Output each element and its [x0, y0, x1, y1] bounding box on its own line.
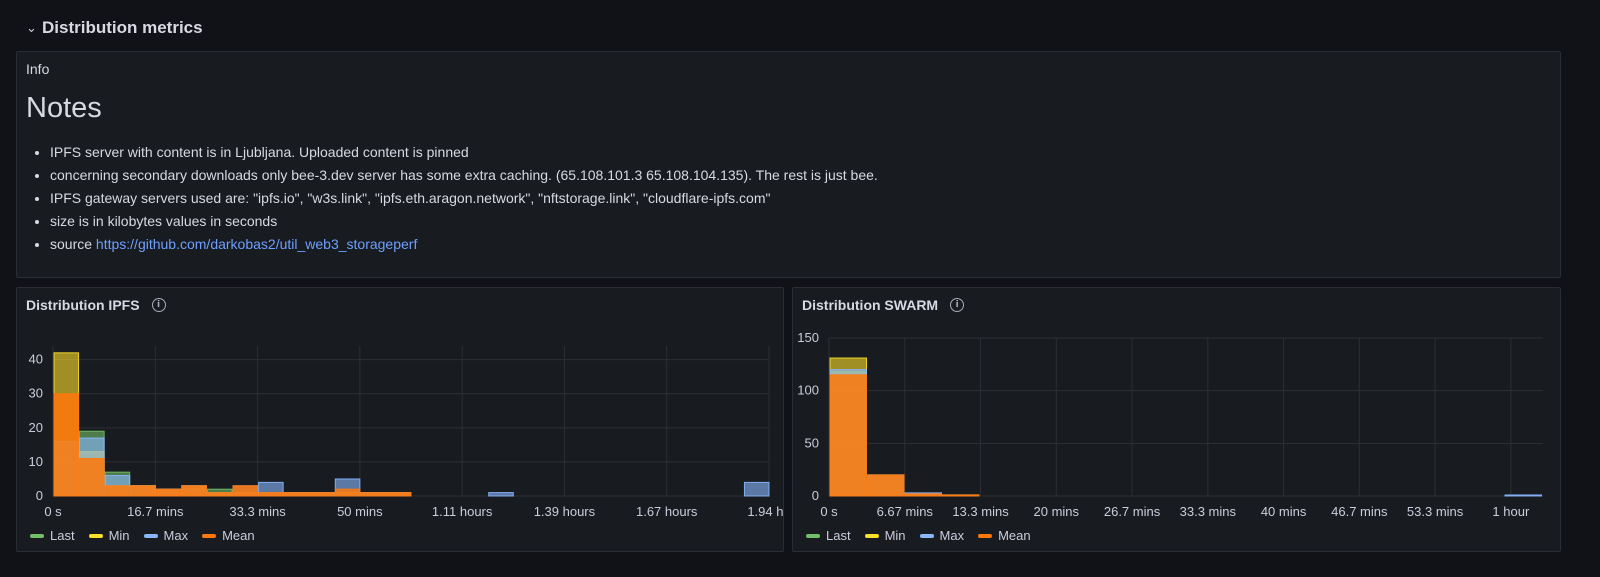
swarm-histogram: 0 s 6.67 mins 13.3 mins 20 mins 26.7 mins 33.…: [797, 330, 1543, 519]
bar-mean[interactable]: [258, 492, 284, 497]
info-icon[interactable]: i: [950, 298, 965, 312]
bar-mean[interactable]: [309, 492, 335, 497]
bar-mean[interactable]: [904, 493, 942, 497]
x-tick-label: 40 mins: [1261, 504, 1307, 519]
x-tick-label: 1.94 ho: [747, 504, 783, 519]
bar-max[interactable]: [743, 481, 770, 497]
chevron-down-icon: ⌄: [26, 20, 37, 35]
x-tick-label: 1.67 hours: [636, 504, 698, 519]
bar-mean[interactable]: [206, 492, 233, 497]
legend-label: Last: [50, 528, 75, 543]
bar-mean[interactable]: [385, 492, 412, 497]
list-item: concerning secondary downloads only bee-…: [50, 164, 878, 187]
y-tick-label: 0: [36, 488, 43, 503]
legend-item-min[interactable]: Min: [864, 528, 906, 543]
y-tick-label: 50: [805, 435, 819, 450]
source-link[interactable]: https://github.com/darkobas2/util_web3_s…: [95, 236, 418, 252]
list-item: IPFS server with content is in Ljubljana…: [50, 141, 878, 164]
list-item: size is in kilobytes values in seconds: [50, 210, 878, 233]
bar-max[interactable]: [1504, 494, 1542, 497]
legend-label: Max: [163, 528, 189, 543]
legend-item-max[interactable]: Max: [919, 528, 965, 543]
bar-mean[interactable]: [942, 494, 980, 497]
legend-swatch: [919, 533, 934, 538]
x-tick-label: 33.3 mins: [229, 504, 286, 519]
bar-mean[interactable]: [232, 485, 259, 497]
y-tick-label: 0: [812, 488, 819, 503]
legend-label: Min: [884, 528, 906, 543]
x-tick-label: 16.7 mins: [127, 504, 184, 519]
legend-item-max[interactable]: Max: [143, 528, 189, 543]
notes-list: IPFS server with content is in Ljubljana…: [26, 141, 878, 256]
list-item: source https://github.com/darkobas2/util…: [50, 233, 878, 256]
ipfs-panel-title: Distribution IPFS: [26, 297, 140, 313]
x-tick-label: 1.11 hours: [432, 504, 493, 519]
ipfs-panel: Distribution IPFS i 0 s 16.7 mins 33.3 min…: [16, 287, 784, 552]
bar-mean[interactable]: [360, 492, 386, 497]
swarm-panel: Distribution SWARM i 0 s 6.67 mins 13.3 mi…: [792, 287, 1561, 552]
bar-mean[interactable]: [181, 485, 207, 497]
x-tick-label: 0 s: [44, 504, 62, 519]
legend-swatch: [806, 533, 820, 538]
x-tick-label: 20 mins: [1034, 504, 1080, 519]
x-tick-label: 26.7 mins: [1104, 504, 1161, 519]
legend-swatch: [202, 533, 217, 538]
y-tick-label: 20: [29, 420, 43, 435]
legend-swatch: [88, 533, 103, 538]
bar-mean[interactable]: [155, 488, 182, 497]
legend-swatch: [978, 533, 993, 538]
row-title: Distribution metrics: [42, 18, 203, 37]
source-prefix: source: [50, 236, 96, 252]
x-tick-label: 53.3 mins: [1407, 504, 1464, 519]
y-tick-label: 30: [29, 386, 43, 401]
y-tick-label: 100: [797, 383, 819, 398]
legend-item-min[interactable]: Min: [88, 528, 130, 543]
legend-item-last[interactable]: Last: [806, 528, 851, 543]
list-item: IPFS gateway servers used are: "ipfs.io"…: [50, 187, 878, 210]
row-toggle[interactable]: ⌄ Distribution metrics: [26, 16, 203, 40]
legend-label: Mean: [222, 528, 255, 543]
bar-mean[interactable]: [130, 485, 156, 497]
bar-mean[interactable]: [53, 393, 80, 497]
bar-mean[interactable]: [867, 474, 905, 497]
legend: Last Min Max Mean: [30, 528, 255, 543]
bar-mean[interactable]: [334, 488, 361, 497]
x-tick-label: 46.7 mins: [1331, 504, 1388, 519]
bar-mean[interactable]: [283, 492, 310, 497]
y-tick-label: 10: [29, 454, 43, 469]
panel-title: Distribution IPFS i: [26, 297, 166, 313]
x-tick-label: 1 hour: [1492, 504, 1530, 519]
x-tick-label: 1.39 hours: [534, 504, 596, 519]
y-tick-label: 40: [29, 352, 43, 367]
info-panel: Info Notes IPFS server with content is i…: [16, 51, 1561, 278]
bar-mean[interactable]: [829, 374, 867, 497]
legend-swatch: [143, 533, 158, 538]
swarm-panel-title: Distribution SWARM: [802, 297, 939, 313]
ipfs-histogram: 0 s 16.7 mins 33.3 mins 50 mins 1.11 hours 1.…: [29, 346, 783, 519]
legend: Last Min Max Mean: [806, 528, 1031, 543]
x-tick-label: 6.67 mins: [877, 504, 934, 519]
legend-label: Min: [108, 528, 130, 543]
x-tick-label: 13.3 mins: [952, 504, 1009, 519]
info-icon[interactable]: i: [151, 298, 166, 312]
legend-item-last[interactable]: Last: [30, 528, 75, 543]
bar-mean[interactable]: [104, 485, 131, 497]
x-tick-label: 33.3 mins: [1180, 504, 1237, 519]
legend-swatch: [864, 533, 879, 538]
panel-title: Info: [26, 61, 49, 77]
bar-mean[interactable]: [79, 458, 105, 497]
info-panel-title: Info: [26, 61, 50, 77]
legend-label: Max: [939, 528, 965, 543]
bar-max[interactable]: [488, 492, 514, 497]
x-tick-label: 50 mins: [337, 504, 383, 519]
x-tick-label: 0 s: [820, 504, 838, 519]
legend-swatch: [30, 533, 44, 538]
panel-title: Distribution SWARM i: [802, 297, 965, 313]
legend-item-mean[interactable]: Mean: [978, 528, 1031, 543]
y-tick-label: 150: [797, 330, 819, 345]
legend-label: Last: [826, 528, 851, 543]
legend-label: Mean: [998, 528, 1031, 543]
legend-item-mean[interactable]: Mean: [202, 528, 255, 543]
notes-heading: Notes: [26, 92, 102, 124]
